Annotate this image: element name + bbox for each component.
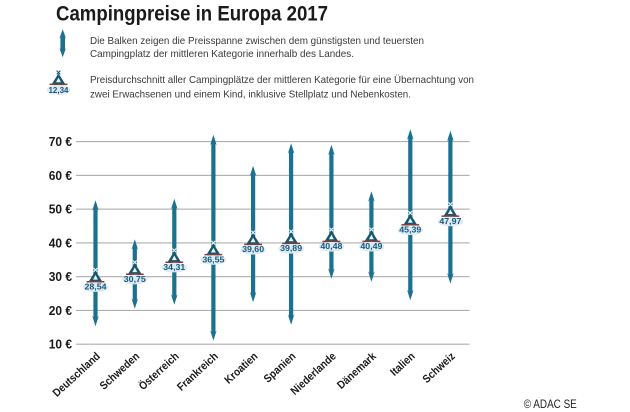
svg-text:34,31: 34,31	[163, 262, 185, 272]
svg-text:40,49: 40,49	[360, 241, 382, 251]
svg-text:28,54: 28,54	[85, 282, 107, 292]
svg-text:36,55: 36,55	[202, 254, 224, 264]
svg-text:© ADAC SE: © ADAC SE	[524, 397, 577, 411]
svg-text:40,48: 40,48	[320, 241, 342, 251]
svg-text:Campingpreise in Europa 2017: Campingpreise in Europa 2017	[56, 3, 328, 26]
svg-text:39,60: 39,60	[242, 244, 264, 254]
svg-text:47,97: 47,97	[439, 216, 461, 226]
svg-text:60 €: 60 €	[49, 169, 72, 183]
svg-text:39,89: 39,89	[280, 243, 302, 253]
svg-text:Die Balken zeigen die Preisspa: Die Balken zeigen die Preisspanne zwisch…	[90, 36, 424, 47]
svg-text:45,39: 45,39	[399, 225, 421, 235]
svg-text:30,75: 30,75	[124, 274, 146, 284]
svg-text:50 €: 50 €	[49, 203, 72, 217]
svg-text:Campingplatz der mittleren Kat: Campingplatz der mittleren Kategorie inn…	[90, 49, 354, 60]
svg-text:10 €: 10 €	[49, 338, 72, 352]
svg-text:20 €: 20 €	[49, 304, 72, 318]
svg-text:40 €: 40 €	[49, 236, 72, 250]
svg-text:Preisdurchschnitt aller Campin: Preisdurchschnitt aller Campingplätze de…	[90, 74, 474, 86]
svg-text:30 €: 30 €	[49, 270, 72, 284]
svg-text:12,34: 12,34	[48, 86, 69, 95]
svg-text:70 €: 70 €	[49, 135, 72, 149]
svg-text:zwei Erwachsenen und einem Kin: zwei Erwachsenen und einem Kind, inklusi…	[90, 89, 411, 100]
